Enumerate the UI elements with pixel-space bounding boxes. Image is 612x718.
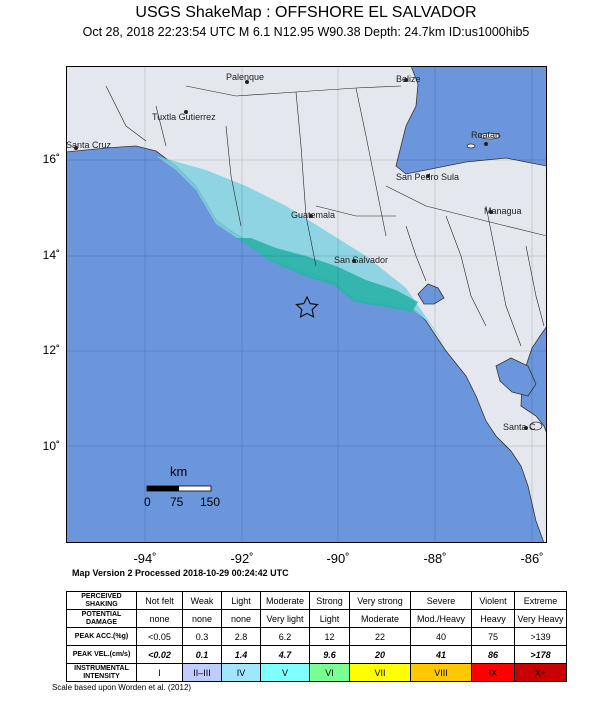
place-label: Roatan [471, 130, 500, 140]
legend-cell: Violent [471, 591, 515, 610]
legend-row-intensity: INSTRUMENTAL INTENSITY I II–III IV V VI … [66, 663, 567, 682]
place-label: Guatemala [291, 210, 335, 220]
event-details: Oct 28, 2018 22:23:54 UTC M 6.1 N12.95 W… [82, 25, 530, 39]
legend-row-label: PERCEIVED SHAKING [66, 591, 137, 610]
lon-label: -92˚ [230, 551, 254, 566]
place-label: Santa Cruz [66, 140, 112, 150]
lon-label: -86˚ [520, 551, 544, 566]
legend-cell: Weak [182, 591, 222, 610]
intensity-cell: IX [471, 663, 515, 682]
scale-tick-label: 150 [200, 495, 220, 509]
place-label: Belize [396, 74, 421, 84]
legend-cell: 9.6 [309, 645, 350, 664]
lon-label: -90˚ [326, 551, 350, 566]
scale-tick-label: 75 [170, 495, 184, 509]
legend-cell: 1.4 [221, 645, 261, 664]
scale-tick-label: 0 [144, 495, 151, 509]
legend-cell: Not felt [136, 591, 183, 610]
island [479, 132, 501, 140]
intensity-cell: II–III [182, 663, 222, 682]
lat-label: 10˚ [42, 439, 60, 453]
legend-cell: <0.05 [136, 627, 183, 646]
legend-row-acc: PEAK ACC.(%g) <0.05 0.3 2.8 6.2 12 22 40… [66, 627, 567, 646]
legend-cell: Extreme [514, 591, 567, 610]
lon-label: -94˚ [133, 551, 157, 566]
legend-row-label: INSTRUMENTAL INTENSITY [66, 663, 137, 682]
legend-cell: <0.02 [136, 645, 183, 664]
intensity-cell: VI [309, 663, 350, 682]
legend-cell: 22 [349, 627, 411, 646]
legend-cell: Light [309, 609, 350, 628]
shakemap: Palenque Belize Tuxtla Gutierrez Roatan … [66, 66, 547, 543]
place-label: San Pedro Sula [396, 172, 459, 182]
map-version: Map Version 2 Processed 2018-10-29 00:24… [72, 568, 289, 578]
legend-row-shaking: PERCEIVED SHAKING Not felt Weak Light Mo… [66, 591, 567, 610]
map-frame [66, 66, 547, 543]
shaking-strong-zone [236, 238, 418, 312]
intensity-cell: X+ [514, 663, 567, 682]
island [529, 421, 543, 431]
legend-cell: Very Heavy [514, 609, 567, 628]
place-label: Palenque [226, 72, 264, 82]
star-icon [295, 295, 319, 319]
bay-of-honduras [395, 66, 547, 175]
legend-cell: 4.7 [260, 645, 310, 664]
intensity-cell: IV [221, 663, 261, 682]
intensity-cell: VII [349, 663, 411, 682]
legend-cell: 75 [471, 627, 515, 646]
graticule [66, 66, 547, 543]
lake-nicaragua [495, 357, 537, 397]
place-label: Santa C [503, 422, 536, 432]
lat-label: 12˚ [42, 343, 60, 357]
admin-boundaries [105, 85, 547, 347]
scale-unit-label: km [170, 464, 187, 479]
gulf-of-fonseca [417, 283, 445, 305]
legend-row-label: POTENTIAL DAMAGE [66, 609, 137, 628]
legend-cell: 40 [410, 627, 472, 646]
legend-cell: Mod./Heavy [410, 609, 472, 628]
legend-cell: 12 [309, 627, 350, 646]
intensity-cell: VIII [410, 663, 472, 682]
legend-row-label: PEAK VEL.(cm/s) [66, 645, 137, 664]
legend-cell: 41 [410, 645, 472, 664]
legend-cell: Very strong [349, 591, 411, 610]
legend-row-damage: POTENTIAL DAMAGE none none none Very lig… [66, 609, 567, 628]
legend-cell: 0.1 [182, 645, 222, 664]
legend-cell: Moderate [349, 609, 411, 628]
legend-cell: none [182, 609, 222, 628]
legend-cell: 86 [471, 645, 515, 664]
place-label: San Salvador [334, 255, 388, 265]
place-label: Managua [484, 206, 522, 216]
legend-cell: 0.3 [182, 627, 222, 646]
legend-cell: Very light [260, 609, 310, 628]
legend-row-label: PEAK ACC.(%g) [66, 627, 137, 646]
lon-label: -88˚ [423, 551, 447, 566]
place-label: Tuxtla Gutierrez [152, 112, 216, 122]
legend-cell: 20 [349, 645, 411, 664]
legend-row-vel: PEAK VEL.(cm/s) <0.02 0.1 1.4 4.7 9.6 20… [66, 645, 567, 664]
legend-cell: none [221, 609, 261, 628]
legend-cell: 6.2 [260, 627, 310, 646]
lat-label: 16˚ [42, 152, 60, 166]
intensity-legend: PERCEIVED SHAKING Not felt Weak Light Mo… [66, 591, 567, 682]
legend-cell: Severe [410, 591, 472, 610]
scale-bar: km 0 75 150 [144, 464, 220, 509]
intensity-cell: V [260, 663, 310, 682]
legend-cell: none [136, 609, 183, 628]
legend-cell: Strong [309, 591, 350, 610]
map-title: USGS ShakeMap : OFFSHORE EL SALVADOR [135, 4, 477, 21]
legend-cell: >139 [514, 627, 567, 646]
lat-label: 14˚ [42, 248, 60, 262]
legend-cell: Heavy [471, 609, 515, 628]
scale-note: Scale based upon Worden et al. (2012) [52, 683, 192, 692]
legend-cell: >178 [514, 645, 567, 664]
legend-cell: 2.8 [221, 627, 261, 646]
island [466, 143, 476, 149]
legend-cell: Moderate [260, 591, 310, 610]
intensity-cell: I [136, 663, 183, 682]
legend-cell: Light [221, 591, 261, 610]
